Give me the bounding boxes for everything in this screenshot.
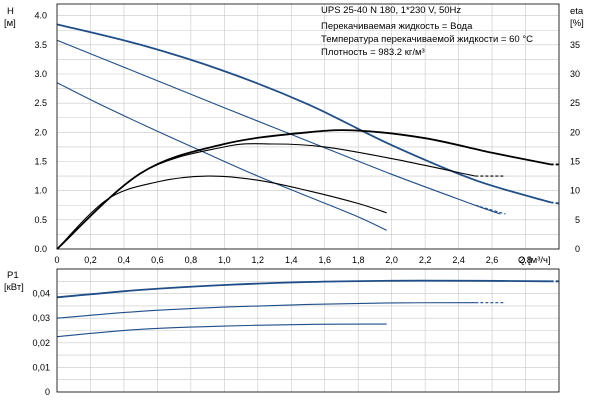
power-axis-unit: [кВт] [4, 282, 24, 293]
power-curve-2 [56, 302, 476, 319]
y-tick-label: 0.0 [34, 244, 47, 254]
power-curve-1 [56, 279, 551, 299]
x-tick-label: 0,8 [185, 255, 198, 265]
note-fluid: Перекачиваемая жидкость = Вода [321, 21, 473, 32]
power-tick-label: 0,03 [32, 313, 50, 323]
head-curve-1-extension [550, 201, 560, 205]
x-tick-label: 2,0 [385, 255, 398, 265]
y-tick-label: 3.0 [34, 69, 47, 79]
head-curve-2 [56, 39, 501, 215]
efficiency-curve-3 [56, 175, 387, 250]
x-tick-label: 2,6 [486, 255, 499, 265]
head-curve-3 [56, 82, 387, 231]
plot-frame-top [56, 3, 560, 250]
head-curve-2-extension [475, 204, 506, 215]
y-tick-label: 1.0 [34, 186, 47, 196]
head-curve-1 [56, 23, 551, 204]
x-tick-label: 1,0 [218, 255, 231, 265]
y2-tick-label: 25 [570, 98, 580, 108]
axis-layer: 0 0,2 0,4 0,6 0,8 1,0 1,2 1,4 1,6 1,8 2,0 2,2 2,4 2,6… [32, 3, 580, 397]
power-curve-3 [56, 323, 387, 338]
y-tick-label: 2.5 [34, 98, 47, 108]
y-tick-label: 1.5 [34, 157, 47, 167]
power-tick-label: 0,01 [32, 362, 50, 372]
y-tick-label: 4.0 [34, 11, 47, 21]
y2-tick-label: 0 [575, 244, 580, 254]
curve-layer [56, 23, 560, 338]
y-tick-label: 0.5 [34, 215, 47, 225]
y-axis-label: H [7, 6, 14, 17]
efficiency-curve-2 [56, 143, 476, 250]
x-tick-label: 0,4 [118, 255, 131, 265]
y2-tick-label: 30 [570, 69, 580, 79]
power-tick-label: 0 [45, 387, 50, 397]
x-tick-label: 2,4 [452, 255, 465, 265]
x-tick-label: 2,8 [519, 255, 532, 265]
x-tick-label: 1,2 [252, 255, 265, 265]
y2-tick-label: 5 [575, 215, 580, 225]
x-tick-label: 1,8 [352, 255, 365, 265]
x-tick-label: 2,2 [419, 255, 432, 265]
y-tick-label: 3.5 [34, 40, 47, 50]
power-axis-label: P1 [7, 270, 19, 281]
x-axis-label: Q [м³/ч] [518, 255, 551, 266]
y2-tick-label: 15 [570, 157, 580, 167]
y-tick-label: 2.0 [34, 127, 47, 137]
x-tick-label: 0,2 [84, 255, 97, 265]
note-density: Плотность = 983.2 кг/м³ [321, 47, 425, 58]
y-axis-unit: [м] [4, 18, 16, 29]
y2-axis-label: eta [570, 6, 584, 17]
y2-tick-label: 20 [570, 127, 580, 137]
y2-tick-label: 10 [570, 186, 580, 196]
chart-title: UPS 25-40 N 180, 1*230 V, 50Hz [321, 5, 461, 16]
x-tick-label: 1,6 [318, 255, 331, 265]
grid-lines [56, 4, 560, 393]
y2-axis-unit: [%] [570, 18, 584, 29]
plot-frame-power [56, 268, 560, 393]
note-temperature: Температура перекачиваемой жидкости = 60… [321, 34, 533, 45]
x-tick-label: 0,6 [151, 255, 164, 265]
y2-tick-label: 35 [570, 40, 580, 50]
x-tick-label: 1,4 [285, 255, 298, 265]
power-tick-label: 0,02 [32, 338, 50, 348]
power-tick-label: 0,04 [32, 289, 50, 299]
x-tick-label: 0 [54, 255, 59, 265]
